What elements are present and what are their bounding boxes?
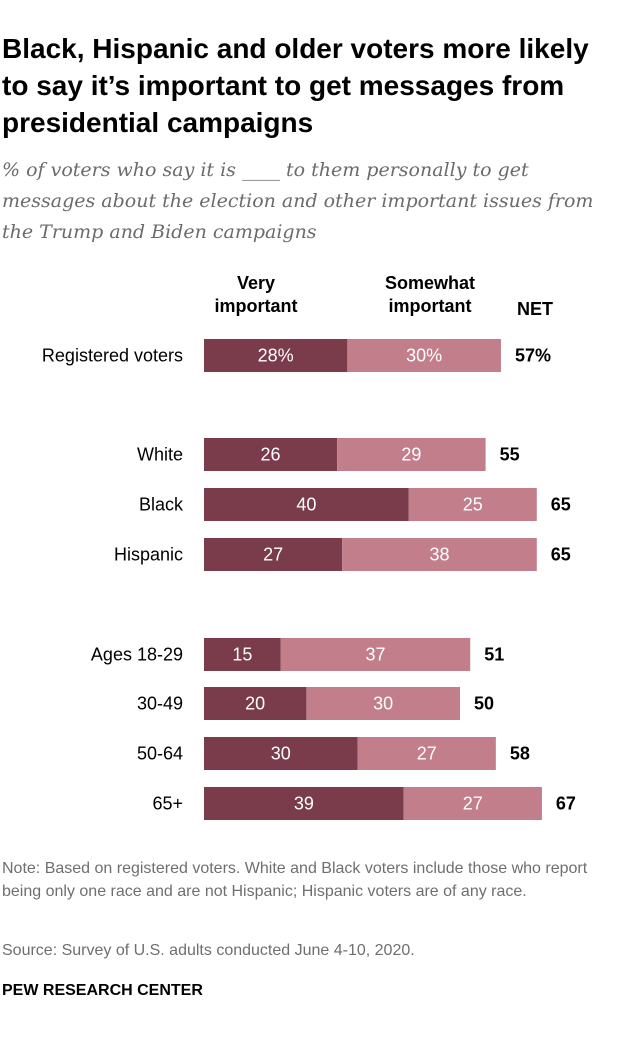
value-label-somewhat-important-ages-18-29: 37 [366, 645, 386, 665]
value-label-somewhat-important-65: 27 [463, 794, 483, 814]
bar-somewhat-important-50-64 [357, 737, 496, 770]
stacked-bar-chart: Registered voters 28% 30% 57% White 26 29 55 Bla… [42, 339, 576, 820]
chart-title: Black, Hispanic and older voters more li… [2, 33, 589, 138]
bar-somewhat-important-registered-voters [347, 339, 501, 372]
value-label-somewhat-important-white: 29 [401, 445, 421, 465]
chart-subtitle: % of voters who say it is ____ to them p… [2, 159, 594, 243]
value-label-very-important-ages-18-29: 15 [232, 645, 252, 665]
bar-somewhat-important-white [337, 438, 486, 471]
net-label-white: 55 [500, 445, 520, 465]
bar-somewhat-important-hispanic [342, 538, 537, 571]
bar-somewhat-important-65 [403, 787, 542, 820]
value-label-very-important-registered-voters: 28% [258, 346, 294, 366]
header-somewhat-important: Somewhat important [384, 273, 476, 316]
bar-very-important-65 [204, 787, 404, 820]
chart-source: Source: Survey of U.S. adults conducted … [2, 942, 415, 959]
category-label-30-49: 30-49 [137, 694, 183, 714]
net-label-ages-18-29: 51 [484, 645, 504, 665]
bar-very-important-hispanic [204, 538, 343, 571]
value-label-somewhat-important-hispanic: 38 [430, 545, 450, 565]
net-label-black: 65 [551, 495, 571, 515]
bar-somewhat-important-black [408, 488, 537, 521]
value-label-somewhat-important-50-64: 27 [417, 744, 437, 764]
net-label-65: 67 [556, 794, 576, 814]
category-label-65: 65+ [152, 794, 183, 814]
bar-very-important-50-64 [204, 737, 358, 770]
category-label-black: Black [139, 495, 184, 515]
chart-note: Note: Based on registered voters. White … [2, 860, 588, 900]
bar-very-important-registered-voters [204, 339, 348, 372]
category-label-hispanic: Hispanic [114, 545, 183, 565]
net-label-50-64: 58 [510, 744, 530, 764]
bar-very-important-black [204, 488, 409, 521]
value-label-very-important-50-64: 30 [271, 744, 291, 764]
value-label-very-important-hispanic: 27 [263, 545, 283, 565]
header-net: NET [517, 299, 553, 319]
value-label-somewhat-important-30-49: 30 [373, 694, 393, 714]
header-very-important: Very important [214, 273, 298, 316]
category-label-registered-voters: Registered voters [42, 346, 183, 366]
bar-somewhat-important-30-49 [306, 687, 460, 720]
bar-very-important-ages-18-29 [204, 638, 281, 671]
pew-research-center-logo: PEW RESEARCH CENTER [2, 982, 203, 999]
category-label-50-64: 50-64 [137, 744, 183, 764]
bar-very-important-white [204, 438, 338, 471]
value-label-very-important-30-49: 20 [245, 694, 265, 714]
net-label-hispanic: 65 [551, 545, 571, 565]
bar-very-important-30-49 [204, 687, 307, 720]
value-label-somewhat-important-registered-voters: 30% [406, 346, 442, 366]
bar-somewhat-important-ages-18-29 [280, 638, 471, 671]
category-label-white: White [137, 445, 183, 465]
net-label-30-49: 50 [474, 694, 494, 714]
net-label-registered-voters: 57% [515, 346, 551, 366]
value-label-somewhat-important-black: 25 [463, 495, 483, 515]
value-label-very-important-black: 40 [296, 495, 316, 515]
value-label-very-important-65: 39 [294, 794, 314, 814]
category-label-ages-18-29: Ages 18-29 [91, 645, 183, 665]
value-label-very-important-white: 26 [261, 445, 281, 465]
